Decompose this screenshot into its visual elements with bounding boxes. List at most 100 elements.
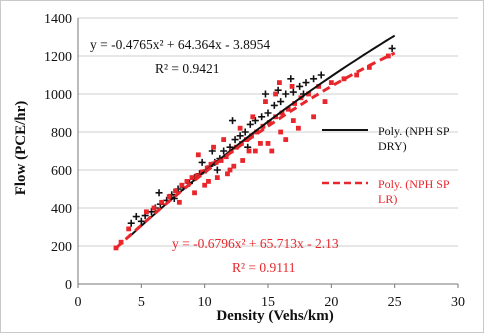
point-dry bbox=[147, 208, 155, 216]
point-lr bbox=[263, 99, 268, 104]
point-dry bbox=[155, 189, 163, 197]
point-lr bbox=[269, 148, 275, 154]
point-lr bbox=[279, 110, 285, 116]
point-lr bbox=[266, 120, 272, 125]
y-tick-label: 600 bbox=[51, 164, 72, 179]
x-tick-label: 5 bbox=[138, 295, 145, 310]
r2-dry: R² = 0.9421 bbox=[155, 61, 220, 76]
point-dry bbox=[258, 113, 266, 121]
point-lr bbox=[254, 129, 259, 135]
point-lr bbox=[290, 118, 296, 123]
point-lr bbox=[296, 125, 301, 131]
point-lr bbox=[166, 194, 172, 199]
point-lr bbox=[328, 80, 334, 85]
point-dry bbox=[388, 44, 396, 52]
point-lr bbox=[184, 179, 190, 184]
point-lr bbox=[227, 167, 233, 173]
point-lr bbox=[366, 65, 372, 70]
y-axis-title: Flow (PCE/hr) bbox=[13, 101, 29, 196]
trendline-lr bbox=[114, 51, 396, 250]
point-dry bbox=[317, 71, 325, 79]
point-lr bbox=[208, 161, 214, 167]
point-dry bbox=[213, 166, 221, 174]
point-lr bbox=[214, 175, 220, 180]
y-tick-label: 400 bbox=[51, 202, 72, 217]
point-lr bbox=[283, 137, 289, 142]
data-points bbox=[113, 44, 396, 251]
point-dry bbox=[198, 158, 206, 166]
legend-label-dry: Poly. (NPH SP DRY) bbox=[378, 124, 450, 153]
axes bbox=[77, 18, 459, 288]
point-lr bbox=[289, 84, 295, 89]
point-dry bbox=[287, 75, 295, 83]
point-dry bbox=[229, 117, 237, 125]
point-lr bbox=[231, 163, 237, 169]
point-lr bbox=[311, 114, 316, 120]
point-lr bbox=[278, 129, 284, 135]
point-lr bbox=[199, 169, 205, 175]
point-lr bbox=[277, 80, 282, 85]
point-lr bbox=[292, 101, 297, 106]
y-tick-labels: 0 200 400 600 800 1000 1200 1400 bbox=[44, 12, 72, 293]
point-dry bbox=[137, 217, 145, 225]
point-dry bbox=[231, 136, 239, 144]
point-lr bbox=[316, 84, 322, 89]
point-lr bbox=[195, 152, 201, 158]
point-lr bbox=[221, 137, 227, 142]
x-tick-label: 20 bbox=[324, 295, 338, 310]
x-tick-label: 15 bbox=[261, 295, 275, 310]
r2-lr: R² = 0.9111 bbox=[232, 260, 296, 275]
x-axis-title: Density (Vehs/km) bbox=[216, 308, 333, 324]
y-tick-label: 800 bbox=[51, 126, 72, 141]
eq-dry: y = -0.4765x² + 64.364x - 3.8954 bbox=[90, 37, 270, 52]
point-lr bbox=[204, 165, 210, 171]
point-lr bbox=[258, 141, 263, 146]
y-tick-label: 1400 bbox=[44, 12, 72, 27]
point-dry bbox=[277, 98, 285, 106]
point-lr bbox=[240, 158, 246, 163]
point-lr bbox=[252, 148, 258, 154]
point-lr bbox=[225, 171, 230, 177]
point-lr bbox=[322, 99, 328, 104]
point-dry bbox=[127, 219, 135, 227]
point-lr bbox=[285, 106, 291, 112]
y-tick-label: 200 bbox=[51, 240, 72, 255]
point-lr bbox=[126, 226, 132, 232]
point-lr bbox=[179, 182, 185, 188]
x-tick-label: 10 bbox=[198, 295, 212, 310]
point-lr bbox=[151, 205, 157, 211]
point-lr bbox=[173, 188, 178, 194]
point-dry bbox=[310, 75, 318, 83]
point-dry bbox=[282, 90, 290, 98]
point-dry bbox=[270, 101, 278, 109]
point-lr bbox=[194, 173, 200, 179]
point-dry bbox=[220, 147, 228, 155]
point-dry bbox=[241, 128, 249, 136]
point-lr bbox=[306, 91, 311, 97]
point-dry bbox=[264, 109, 272, 117]
point-lr bbox=[211, 144, 216, 150]
point-lr bbox=[265, 141, 271, 146]
trendline-dry bbox=[128, 34, 396, 239]
x-tick-labels: 0 5 10 15 20 25 30 bbox=[75, 295, 466, 310]
point-lr bbox=[273, 91, 278, 97]
y-tick-label: 1200 bbox=[44, 50, 72, 65]
legend-label-lr: Poly. (NPH SP LR) bbox=[378, 177, 450, 206]
point-dry bbox=[246, 120, 254, 128]
point-lr bbox=[250, 114, 256, 120]
point-lr bbox=[341, 76, 347, 82]
point-lr bbox=[189, 175, 195, 180]
point-dry bbox=[251, 117, 259, 125]
point-dry bbox=[302, 79, 310, 87]
point-dry bbox=[289, 88, 297, 96]
point-lr bbox=[385, 53, 391, 59]
point-dry bbox=[132, 213, 140, 221]
point-dry bbox=[274, 86, 282, 94]
point-lr bbox=[176, 199, 182, 205]
eq-lr: y = -0.6796x² + 65.713x - 2.13 bbox=[172, 236, 339, 251]
x-tick-label: 30 bbox=[451, 295, 465, 310]
point-lr bbox=[354, 72, 360, 78]
point-dry bbox=[236, 132, 244, 140]
point-lr bbox=[192, 190, 197, 196]
y-tick-label: 1000 bbox=[44, 88, 72, 103]
